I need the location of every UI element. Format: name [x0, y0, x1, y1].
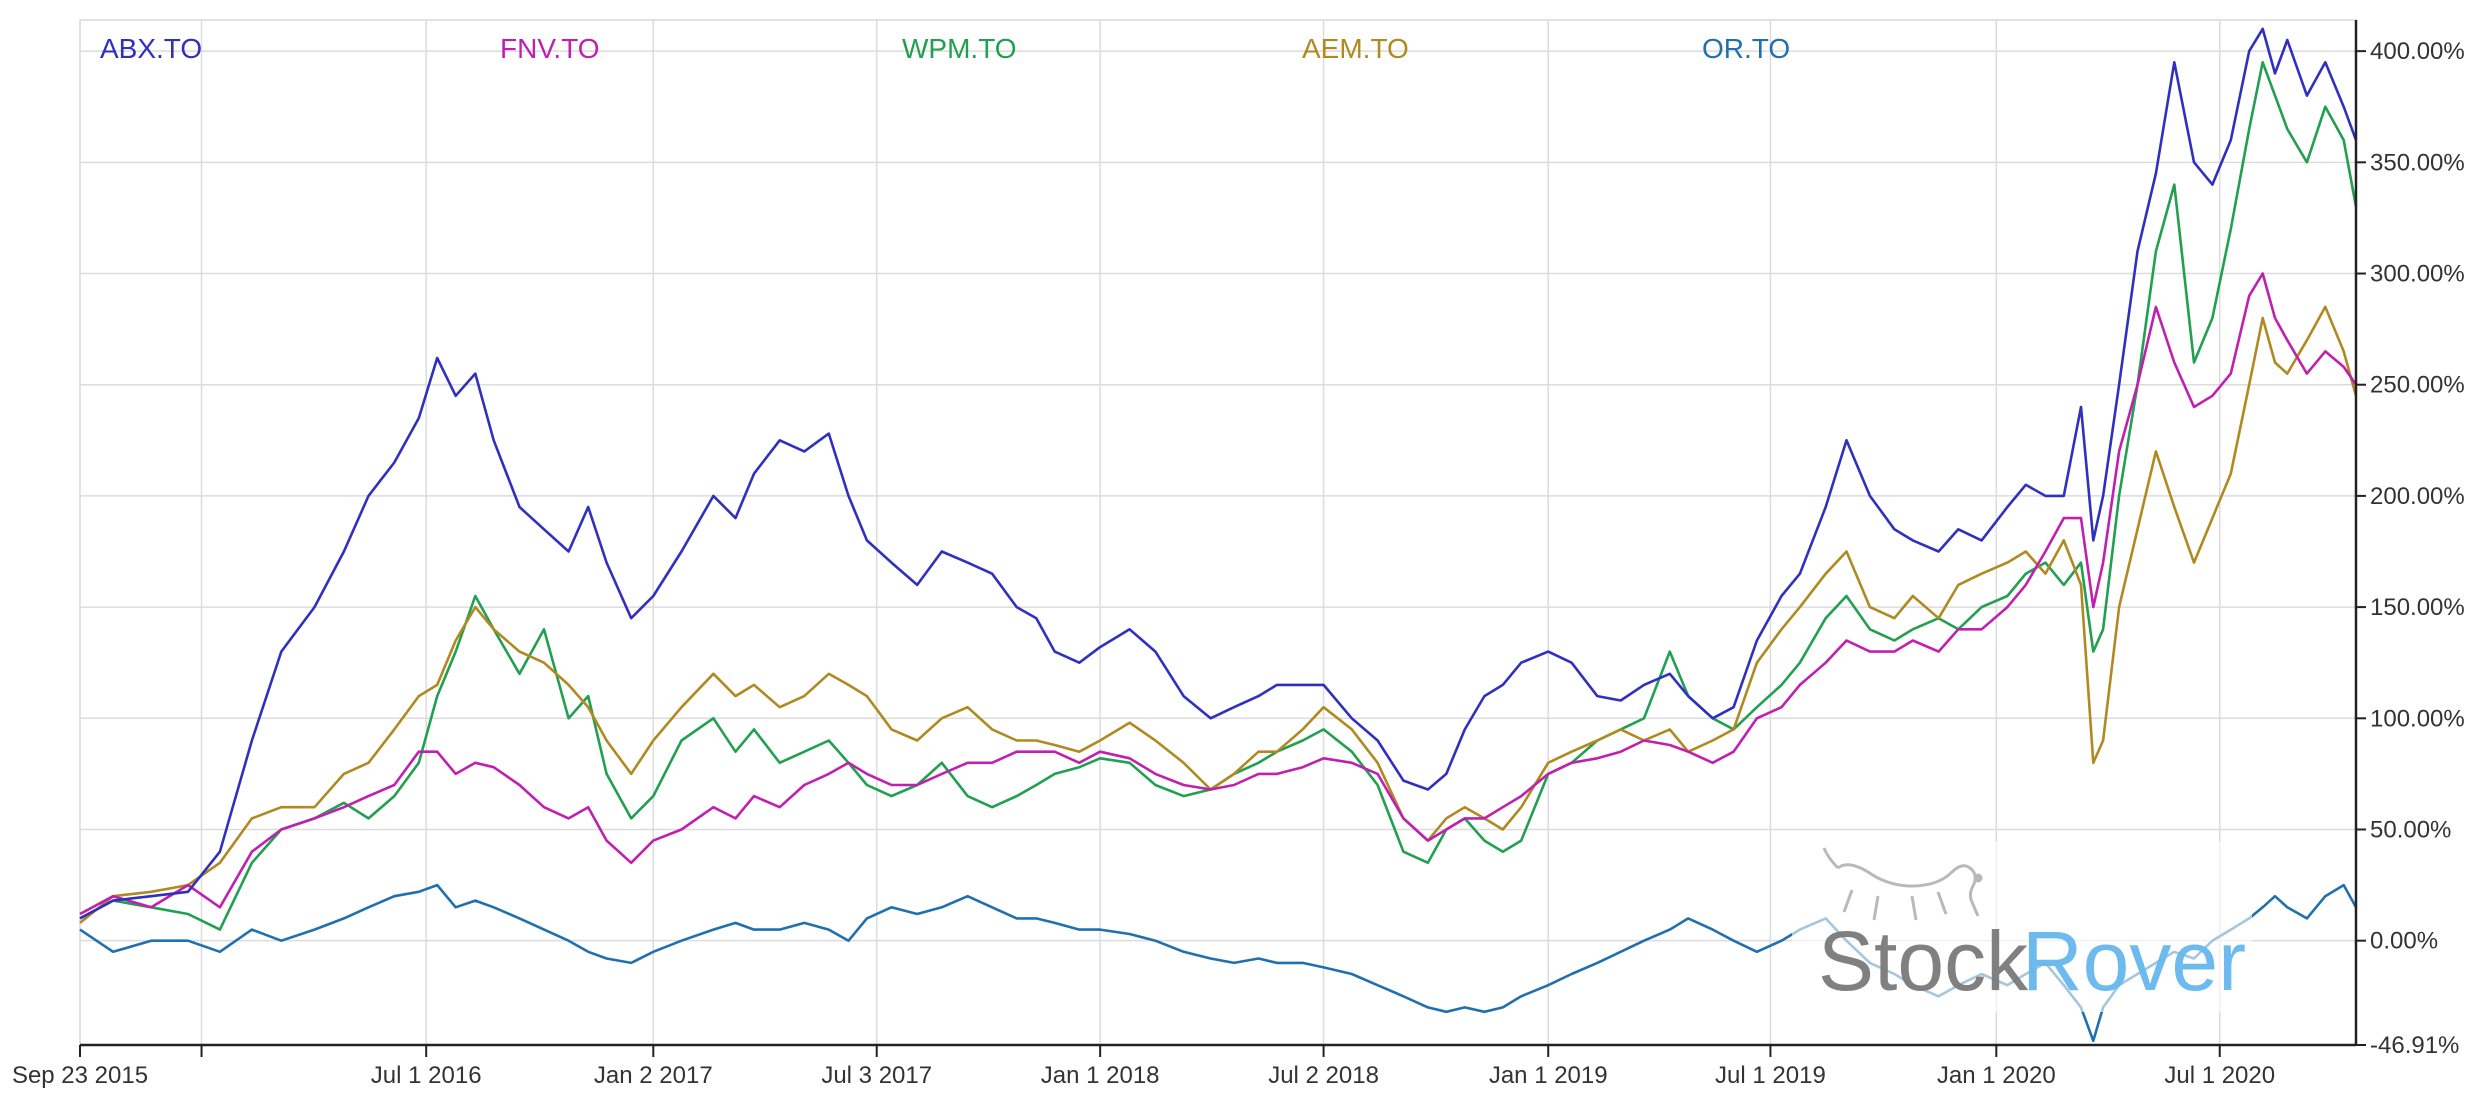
dog-logo-icon [1822, 847, 1983, 921]
x-tick-label: Jul 2 2018 [1268, 1062, 1379, 1089]
watermark-word-rover: Rover [2022, 914, 2246, 1008]
series-line-wpm-to [79, 61, 2358, 931]
watermark: Stock Rover [1792, 842, 2252, 1012]
series-group [79, 27, 2358, 1043]
x-tick-label: Jan 1 2020 [1937, 1062, 2056, 1089]
legend-item-wpm-to[interactable]: WPM.TO [902, 33, 1017, 64]
x-tick-label: Jul 1 2019 [1715, 1062, 1826, 1089]
watermark-backdrop [1792, 842, 2252, 1012]
axes: Sep 23 2015 Jul 1 2016 Jan 2 2017 Jul 3 201… [12, 20, 2465, 1089]
legend-item-abx-to[interactable]: ABX.TO [100, 33, 202, 64]
x-tick-label: Jul 1 2020 [2164, 1062, 2275, 1089]
y-tick-label: 400.00% [2370, 38, 2465, 65]
series-line-or-to [79, 883, 2358, 1043]
x-tick-label: Jul 1 2016 [371, 1062, 482, 1089]
legend-item-aem-to[interactable]: AEM.TO [1302, 33, 1409, 64]
x-tick-label: Sep 23 2015 [12, 1062, 148, 1089]
y-tick-label: 250.00% [2370, 372, 2465, 399]
y-tick-label: 350.00% [2370, 149, 2465, 176]
series-line-fnv-to [79, 272, 2358, 916]
x-tick-label: Jan 1 2019 [1489, 1062, 1608, 1089]
y-tick-label: 200.00% [2370, 483, 2465, 510]
y-tick-label: 150.00% [2370, 594, 2465, 621]
watermark-word-stock: Stock [1818, 914, 2029, 1008]
x-tick-label: Jul 3 2017 [821, 1062, 932, 1089]
legend: ABX.TO FNV.TO WPM.TO AEM.TO OR.TO [100, 33, 1790, 64]
y-tick-label: -46.91% [2370, 1032, 2459, 1059]
y-tick-label: 300.00% [2370, 261, 2465, 288]
y-tick-label: 0.00% [2370, 928, 2438, 955]
series-line-abx-to [79, 27, 2358, 920]
x-tick-label: Jan 2 2017 [594, 1062, 713, 1089]
y-tick-label: 50.00% [2370, 816, 2451, 843]
y-tick-label: 100.00% [2370, 705, 2465, 732]
series-line-aem-to [79, 305, 2358, 924]
legend-item-or-to[interactable]: OR.TO [1702, 33, 1790, 64]
x-tick-label: Jan 1 2018 [1041, 1062, 1160, 1089]
legend-item-fnv-to[interactable]: FNV.TO [500, 33, 600, 64]
